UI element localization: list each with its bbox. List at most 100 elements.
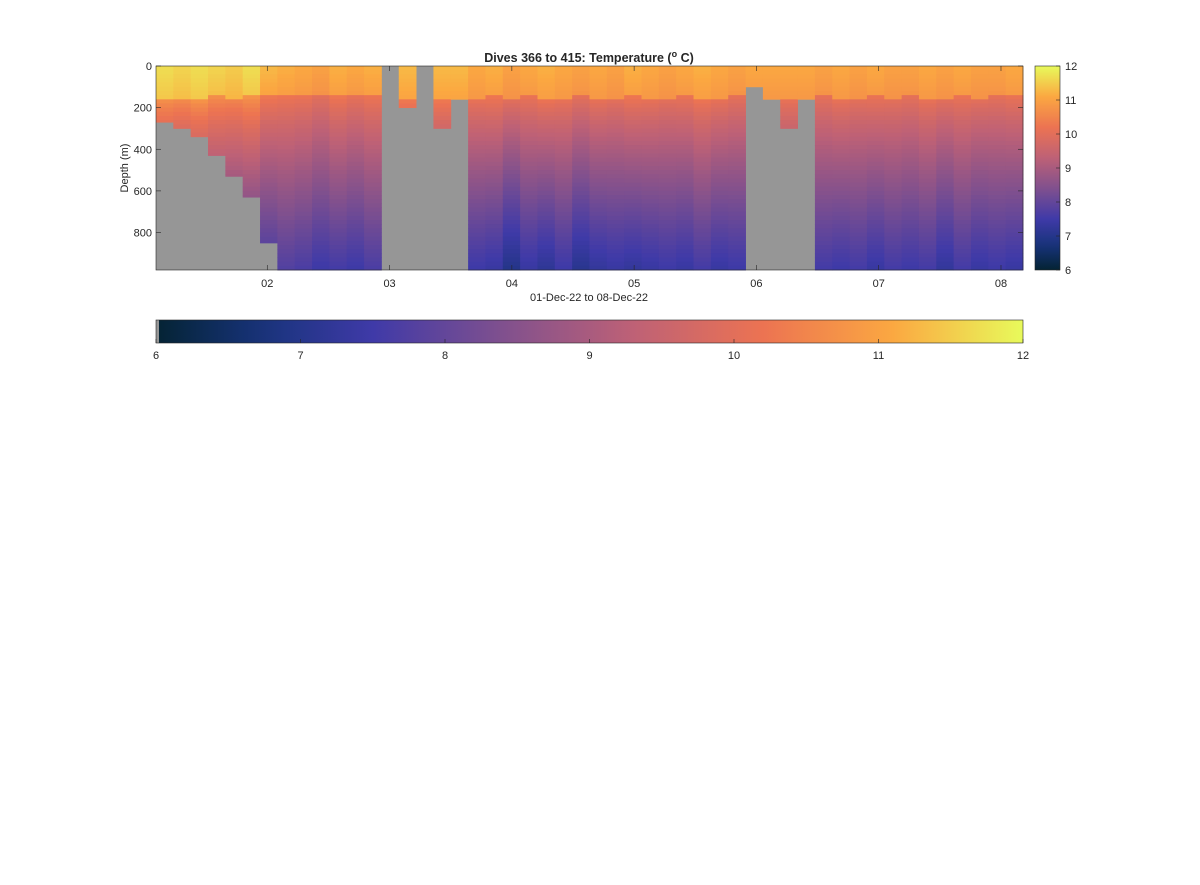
heatmap-cell xyxy=(814,265,833,271)
heatmap-cell xyxy=(502,90,521,96)
heatmap-cell xyxy=(901,82,920,88)
heatmap-cell xyxy=(572,153,590,158)
heatmap-cell xyxy=(884,115,903,121)
heatmap-cell xyxy=(398,103,417,109)
heatmap-cell xyxy=(554,211,573,217)
heatmap-cell xyxy=(225,170,244,175)
heatmap-cell xyxy=(225,132,244,138)
heatmap-cell xyxy=(936,103,955,109)
heatmap-cell xyxy=(970,211,989,217)
heatmap-cell xyxy=(710,103,729,109)
heatmap-cell xyxy=(537,99,556,104)
heatmap-cell xyxy=(832,207,850,213)
heatmap-cell xyxy=(537,211,556,217)
heatmap-cell xyxy=(624,186,642,192)
heatmap-cell xyxy=(624,128,642,134)
heatmap-cell xyxy=(814,182,833,188)
heatmap-cell xyxy=(485,153,504,158)
heatmap-cell xyxy=(277,82,296,88)
heatmap-cell xyxy=(242,107,261,113)
heatmap-cell xyxy=(728,128,746,134)
heatmap-cell xyxy=(606,265,625,271)
heatmap-cell xyxy=(641,240,660,246)
heatmap-cell xyxy=(572,149,590,154)
heatmap-cell xyxy=(468,124,486,129)
heatmap-cell xyxy=(866,157,885,163)
heatmap-cell xyxy=(641,140,660,146)
heatmap-cell xyxy=(901,149,920,154)
heatmap-cell xyxy=(606,95,625,100)
heatmap-cell xyxy=(866,199,885,204)
heatmap-cell xyxy=(936,257,955,263)
heatmap-cell xyxy=(797,70,816,75)
heatmap-cell xyxy=(728,174,746,179)
heatmap-cell xyxy=(988,70,1007,75)
heatmap-cell xyxy=(849,128,868,134)
heatmap-cell xyxy=(866,228,885,233)
heatmap-cell xyxy=(953,149,972,154)
heatmap-cell xyxy=(554,82,573,88)
heatmap-cell xyxy=(641,115,660,121)
heatmap-cell xyxy=(468,215,486,221)
heatmap-cell xyxy=(312,149,330,154)
heatmap-cell xyxy=(554,95,573,100)
heatmap-cell xyxy=(294,265,313,271)
heatmap-cell xyxy=(849,90,868,96)
heatmap-cell xyxy=(901,99,920,104)
heatmap-cell xyxy=(554,224,573,229)
heatmap-cell xyxy=(364,136,382,142)
heatmap-cell xyxy=(485,107,504,113)
heatmap-cell xyxy=(676,95,694,100)
heatmap-cell xyxy=(502,207,521,213)
heatmap-cell xyxy=(260,186,278,192)
heatmap-cell xyxy=(1005,165,1024,171)
heatmap-cell xyxy=(364,245,382,250)
heatmap-cell xyxy=(537,66,556,71)
heatmap-cell xyxy=(468,257,486,263)
heatmap-cell xyxy=(294,220,313,225)
heatmap-cell xyxy=(658,174,677,179)
heatmap-cell xyxy=(658,190,677,196)
heatmap-cell xyxy=(901,178,920,183)
x-tick-label: 05 xyxy=(628,278,640,290)
heatmap-cell xyxy=(433,90,452,96)
heatmap-cell xyxy=(346,240,365,246)
heatmap-cell xyxy=(728,82,746,88)
heatmap-cell xyxy=(502,103,521,109)
heatmap-cell xyxy=(1005,86,1024,92)
heatmap-cell xyxy=(901,203,920,208)
heatmap-cell xyxy=(277,66,296,71)
heatmap-cell xyxy=(606,149,625,154)
heatmap-cell xyxy=(676,245,694,250)
heatmap-cell xyxy=(589,107,608,113)
heatmap-cell xyxy=(1005,136,1024,142)
heatmap-cell xyxy=(658,245,677,250)
heatmap-cell xyxy=(814,257,833,263)
heatmap-cell xyxy=(554,86,573,92)
heatmap-cell xyxy=(346,124,365,129)
heatmap-cell xyxy=(710,224,729,229)
heatmap-cell xyxy=(572,207,590,213)
heatmap-cell xyxy=(918,82,937,88)
heatmap-cell xyxy=(468,82,486,88)
heatmap-cell xyxy=(918,95,937,100)
heatmap-cell xyxy=(884,82,903,88)
heatmap-cell xyxy=(988,153,1007,158)
heatmap-cell xyxy=(988,211,1007,217)
heatmap-cell xyxy=(1005,78,1024,84)
heatmap-cell xyxy=(208,140,226,146)
heatmap-cell xyxy=(520,224,538,229)
heatmap-cell xyxy=(884,265,903,271)
heatmap-cell xyxy=(832,74,850,79)
heatmap-cell xyxy=(901,111,920,117)
heatmap-cell xyxy=(901,211,920,217)
heatmap-cell xyxy=(693,145,712,150)
heatmap-cell xyxy=(624,224,642,229)
heatmap-cell xyxy=(242,190,261,196)
heatmap-cell xyxy=(953,174,972,179)
heatmap-cell xyxy=(884,249,903,254)
heatmap-cell xyxy=(901,78,920,84)
heatmap-cell xyxy=(624,265,642,271)
heatmap-cell xyxy=(936,128,955,134)
heatmap-cell xyxy=(502,245,521,250)
